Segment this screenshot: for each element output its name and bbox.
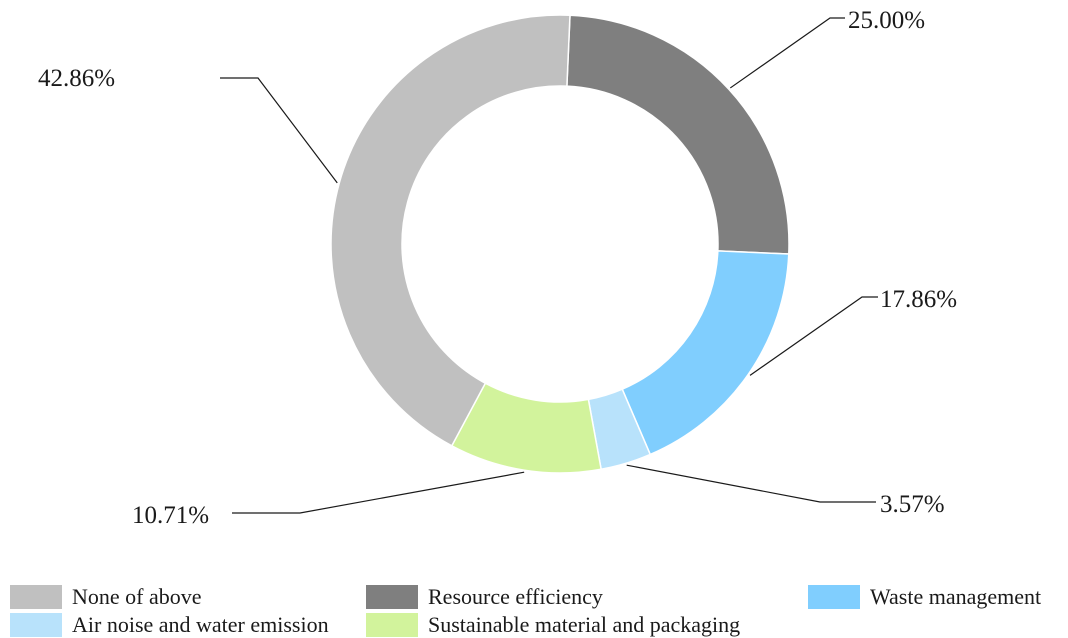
leader-line-sustainable-material-and-packaging	[232, 471, 525, 514]
legend-label: Air noise and water emission	[72, 612, 329, 637]
legend-swatch-waste-management	[808, 585, 860, 609]
value-label-none-of-above: 42.86%	[38, 65, 115, 92]
value-labels: 42.86% 25.00% 17.86% 3.57% 10.71%	[38, 7, 957, 529]
chart-legend: None of above Resource efficiency Waste …	[0, 584, 1068, 638]
legend-item-sustainable-material: Sustainable material and packaging	[366, 612, 740, 638]
slice-waste-management	[621, 250, 790, 456]
leader-line-none-of-above	[220, 77, 338, 184]
legend-swatch-resource-efficiency	[366, 585, 418, 609]
leader-line-air-noise-and-water-emission	[626, 464, 876, 503]
legend-item-resource-efficiency: Resource efficiency	[366, 584, 603, 610]
legend-swatch-air-noise-water-emission	[10, 613, 62, 637]
leader-lines	[220, 17, 878, 514]
legend-label: Sustainable material and packaging	[428, 612, 741, 637]
slice-resource-efficiency	[566, 14, 790, 255]
legend-swatch-sustainable-material	[366, 613, 418, 637]
legend-item-air-noise-water-emission: Air noise and water emission	[10, 612, 329, 638]
legend-item-none-of-above: None of above	[10, 584, 202, 610]
legend-item-waste-management: Waste management	[808, 584, 1041, 610]
legend-label: None of above	[72, 584, 202, 609]
legend-label: Waste management	[870, 584, 1042, 609]
legend-swatch-none-of-above	[10, 585, 62, 609]
leader-line-waste-management	[749, 296, 878, 376]
value-label-waste-management: 17.86%	[880, 286, 957, 313]
legend-label: Resource efficiency	[428, 584, 603, 609]
slice-none-of-above	[330, 14, 571, 447]
value-label-air-noise-water-emission: 3.57%	[880, 491, 945, 518]
leader-line-resource-efficiency	[729, 17, 845, 89]
donut-slices	[330, 14, 790, 474]
value-label-sustainable-material: 10.71%	[132, 502, 209, 529]
donut-chart-svg: 42.86% 25.00% 17.86% 3.57% 10.71%	[38, 7, 957, 529]
value-label-resource-efficiency: 25.00%	[848, 7, 925, 34]
